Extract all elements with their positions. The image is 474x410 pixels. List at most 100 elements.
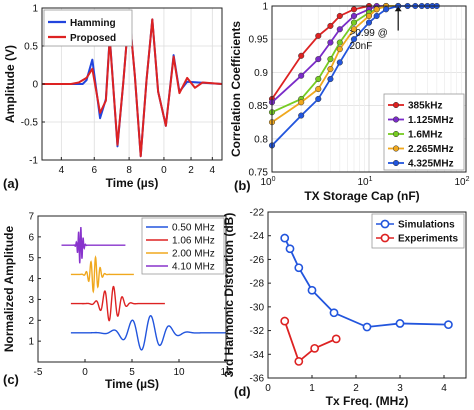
ytick-label-a: -1 (29, 156, 38, 167)
y-axis-label-d: 3rd Harmonic Distortion (dB) (222, 213, 236, 378)
data-point-b (365, 12, 373, 20)
ytick-label-b: 0.9 (254, 68, 268, 79)
ytick-label-d: -22 (250, 208, 265, 219)
data-point-d (307, 285, 317, 295)
xtick-label-c: 5 (129, 367, 135, 378)
panel-label-c: (c) (3, 372, 19, 387)
ytick-label-c: 3 (28, 295, 34, 306)
ytick-label-c: 2 (28, 316, 34, 327)
xtick-label-c: 0 (82, 367, 88, 378)
legend-marker-b (392, 159, 400, 167)
data-point-b (336, 46, 343, 53)
legend-label-d: Simulations (398, 220, 455, 231)
data-point-b (315, 85, 322, 93)
ytick-label-d: -36 (250, 374, 265, 385)
xtick-exponent-b: 2 (466, 176, 470, 183)
data-point-d (280, 316, 290, 326)
legend-marker-b (392, 116, 400, 123)
series-line-c (70, 255, 134, 294)
data-point-b (373, 6, 380, 13)
ytick-label-c: 1 (28, 337, 34, 348)
data-point-b (298, 72, 305, 79)
data-point-b (298, 99, 305, 106)
xtick-label-b: 102 (454, 176, 469, 188)
legend-label-b: 2.265MHz (408, 144, 454, 155)
ytick-label-d: -30 (250, 302, 265, 313)
ytick-label-d: -32 (250, 326, 265, 337)
panel-label-a: (a) (3, 176, 19, 191)
data-point-b (350, 26, 358, 33)
xtick-label-a: 4 (59, 165, 65, 176)
data-point-b (336, 39, 343, 46)
xtick-label-a: 6 (91, 165, 97, 176)
data-point-b (350, 12, 358, 20)
data-point-d (294, 356, 304, 366)
ytick-label-d: -34 (250, 350, 265, 361)
legend-label-a: Proposed (70, 33, 116, 44)
xtick-label-c: 10 (173, 367, 185, 378)
ytick-label-c: 5 (28, 253, 34, 264)
legend-label-a: Hamming (70, 18, 116, 29)
legend-box-a (43, 9, 133, 47)
legend-label-b: 1.125MHz (408, 115, 454, 126)
ytick-label-d: -24 (250, 231, 265, 242)
series-line-c (70, 285, 165, 322)
data-point-d (294, 263, 304, 273)
xtick-label-b: 101 (357, 176, 372, 188)
xtick-label-a: 4 (210, 165, 216, 176)
legend-a: Hamming Proposed (43, 9, 133, 47)
y-axis-label-c: Normalized Amplitude (2, 226, 16, 353)
data-point-b (327, 75, 334, 83)
legend-b: 385kHz 1.125MHz 1.6MHz 2.265MHz 4.325MHz (383, 93, 465, 171)
xtick-label-d: 2 (353, 383, 359, 394)
axes-frame-d (267, 211, 467, 379)
annotation-text-b: >0.99 @ (350, 28, 388, 39)
data-point-b (336, 12, 343, 20)
data-point-b (336, 26, 343, 33)
data-point-b (315, 95, 322, 103)
x-axis-label-a: Time (µs) (106, 176, 159, 190)
xtick-label-a: 0 (161, 165, 167, 176)
series-line-b (271, 5, 399, 123)
data-point-b (298, 112, 305, 119)
series-line-c (70, 315, 226, 351)
ytick-label-a: 1 (32, 4, 38, 15)
xtick-exponent-b: 1 (369, 176, 373, 183)
data-point-b (350, 19, 358, 26)
xtick-label-b: 100 (260, 176, 275, 188)
data-point-d (285, 244, 295, 254)
ytick-label-a: 0.5 (24, 42, 38, 53)
data-point-d (362, 322, 372, 332)
legend-d: Simulations Experiments (371, 213, 465, 249)
ytick-label-b: 0.85 (249, 101, 269, 112)
xtick-label-d: 1 (309, 383, 315, 394)
series-line-c (61, 227, 126, 264)
xtick-label-c: -5 (34, 367, 43, 378)
y-axis-label-a: Amplitude (V) (3, 45, 17, 123)
xtick-label-a: 8 (126, 165, 132, 176)
axes-frame-b (271, 5, 467, 173)
series-line-d (283, 320, 337, 363)
legend-marker-b (392, 145, 400, 152)
y-axis-label-b: Correlation Coefficients (229, 21, 243, 157)
legend-c: 0.50 MHz 1.06 MHz 2.00 MHz 4.10 MHz (141, 217, 225, 275)
xtick-label-d: 3 (397, 383, 403, 394)
data-point-b (365, 19, 373, 26)
legend-label-d: Experiments (398, 234, 458, 245)
legend-box-d (371, 213, 465, 249)
ytick-label-c: 6 (28, 232, 34, 243)
ytick-label-a: -0.5 (21, 118, 39, 129)
x-axis-label-b: TX Storage Cap (nF) (304, 189, 419, 203)
legend-label-c: 4.10 MHz (172, 262, 215, 273)
data-point-d (443, 320, 453, 330)
data-point-d (310, 343, 320, 353)
ytick-label-b: 1 (262, 2, 268, 13)
legend-label-c: 0.50 MHz (172, 223, 215, 234)
panel-label-d: (d) (234, 384, 251, 399)
data-point-b (298, 52, 305, 59)
data-point-b (315, 75, 322, 83)
ytick-label-b: 0.8 (254, 134, 268, 145)
xtick-label-d: 4 (441, 383, 447, 394)
data-point-d (331, 334, 341, 344)
annotation-text-b: 20nF (350, 41, 373, 52)
